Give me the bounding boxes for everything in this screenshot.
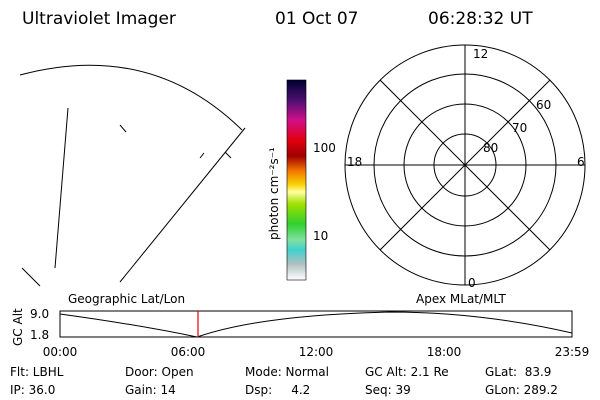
image-panel [19,64,246,287]
tick [224,151,232,159]
track [119,127,246,283]
orbit-y-label: 9.0 [30,307,49,321]
orbit-right-title: Apex MLat/MLT [416,292,506,306]
time-label: 00:00 [43,345,78,359]
date: 01 Oct 07 [275,9,358,29]
mlt-label: 6 [577,155,585,169]
track [54,107,69,269]
mlt-label: 0 [468,276,476,290]
info-field: Mode: Normal [245,365,329,379]
lat-label: 80 [483,141,498,155]
colorbar-scale [286,79,307,281]
instrument: Ultraviolet Imager [22,9,176,29]
tick [199,152,205,159]
time-label: 06:00 [171,345,206,359]
mlt-label: 18 [347,155,362,169]
tick [119,124,127,133]
info: Flt: LBHL Door: Open Mode: Normal GC Alt: 2… [10,365,558,397]
info-field: GC Alt: 2.1 Re [365,365,449,379]
axis [379,79,551,251]
time-label: 23:59 [555,345,590,359]
info-field: Door: Open [125,365,194,379]
info-field: Dsp: 4.2 [245,383,310,397]
lat-label: 70 [512,121,527,135]
orbit-frame [59,310,573,338]
time-label: 12:00 [299,345,334,359]
info-field: GLon: 289.2 [485,383,558,397]
info-field: GLat: 83.9 [485,365,551,379]
orbit-y-label: 1.8 [30,328,49,342]
polar-plot: 12 6 18 0 80 70 60 [344,44,586,290]
lat-label: 60 [536,98,551,112]
header: Ultraviolet Imager 01 Oct 07 06:28:32 UT [22,9,533,29]
limb-arc [19,64,243,131]
colorbar-tick: 100 [313,141,336,155]
time: 06:28:32 UT [428,9,533,29]
info-field: Flt: LBHL [10,365,64,379]
colorbar-label: photon cm⁻²s⁻¹ [267,147,281,240]
track [21,267,41,287]
info-field: Gain: 14 [125,383,176,397]
time-label: 18:00 [427,345,462,359]
info-field: IP: 36.0 [10,383,55,397]
orbit-plot: Geographic Lat/Lon Apex MLat/MLT GC Alt … [11,292,589,359]
colorbar-tick: 10 [313,229,328,243]
orbit-left-title: Geographic Lat/Lon [68,292,185,306]
orbit-curve [59,311,573,338]
info-field: Seq: 39 [365,383,411,397]
orbit-axis-label: GC Alt [11,308,25,346]
mlt-label: 12 [473,47,488,61]
colorbar: 100 10 photon cm⁻²s⁻¹ [267,79,336,281]
